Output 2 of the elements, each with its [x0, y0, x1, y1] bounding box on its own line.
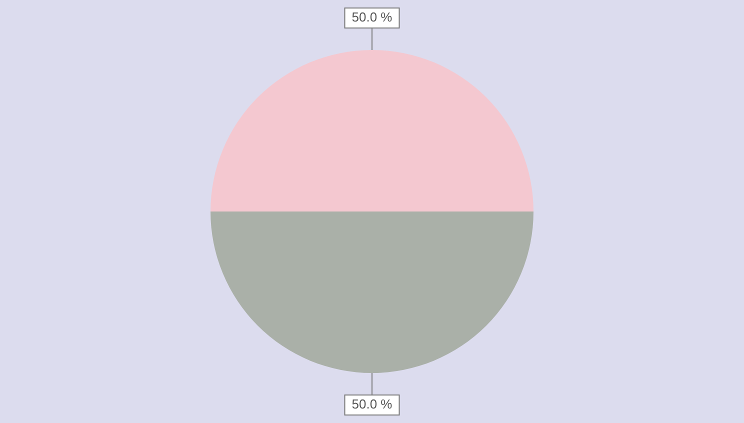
data-label: 50.0 % [352, 396, 393, 412]
data-label: 50.0 % [352, 10, 393, 25]
